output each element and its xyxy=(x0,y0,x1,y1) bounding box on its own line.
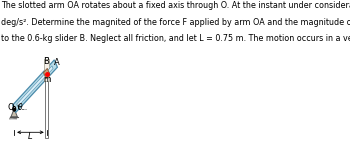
Text: O: O xyxy=(7,103,14,112)
Polygon shape xyxy=(43,68,50,79)
Text: m: m xyxy=(43,75,50,84)
Text: The slotted arm OA rotates about a fixed axis through O. At the instant under co: The slotted arm OA rotates about a fixed… xyxy=(1,1,350,10)
Polygon shape xyxy=(13,60,57,112)
Polygon shape xyxy=(17,66,53,107)
Text: θ: θ xyxy=(18,102,22,112)
Polygon shape xyxy=(44,59,49,81)
Text: B: B xyxy=(43,56,49,66)
Polygon shape xyxy=(45,57,48,138)
Text: deg/s². Determine the magnited of the force F applied by arm OA and the magnitud: deg/s². Determine the magnited of the fo… xyxy=(1,18,350,27)
Text: A: A xyxy=(54,58,60,67)
Text: L: L xyxy=(28,132,33,141)
Polygon shape xyxy=(11,109,18,117)
Text: to the 0.6-kg slider B. Neglect all friction, and let L = 0.75 m. The motion occ: to the 0.6-kg slider B. Neglect all fric… xyxy=(1,34,350,43)
Circle shape xyxy=(13,106,16,111)
